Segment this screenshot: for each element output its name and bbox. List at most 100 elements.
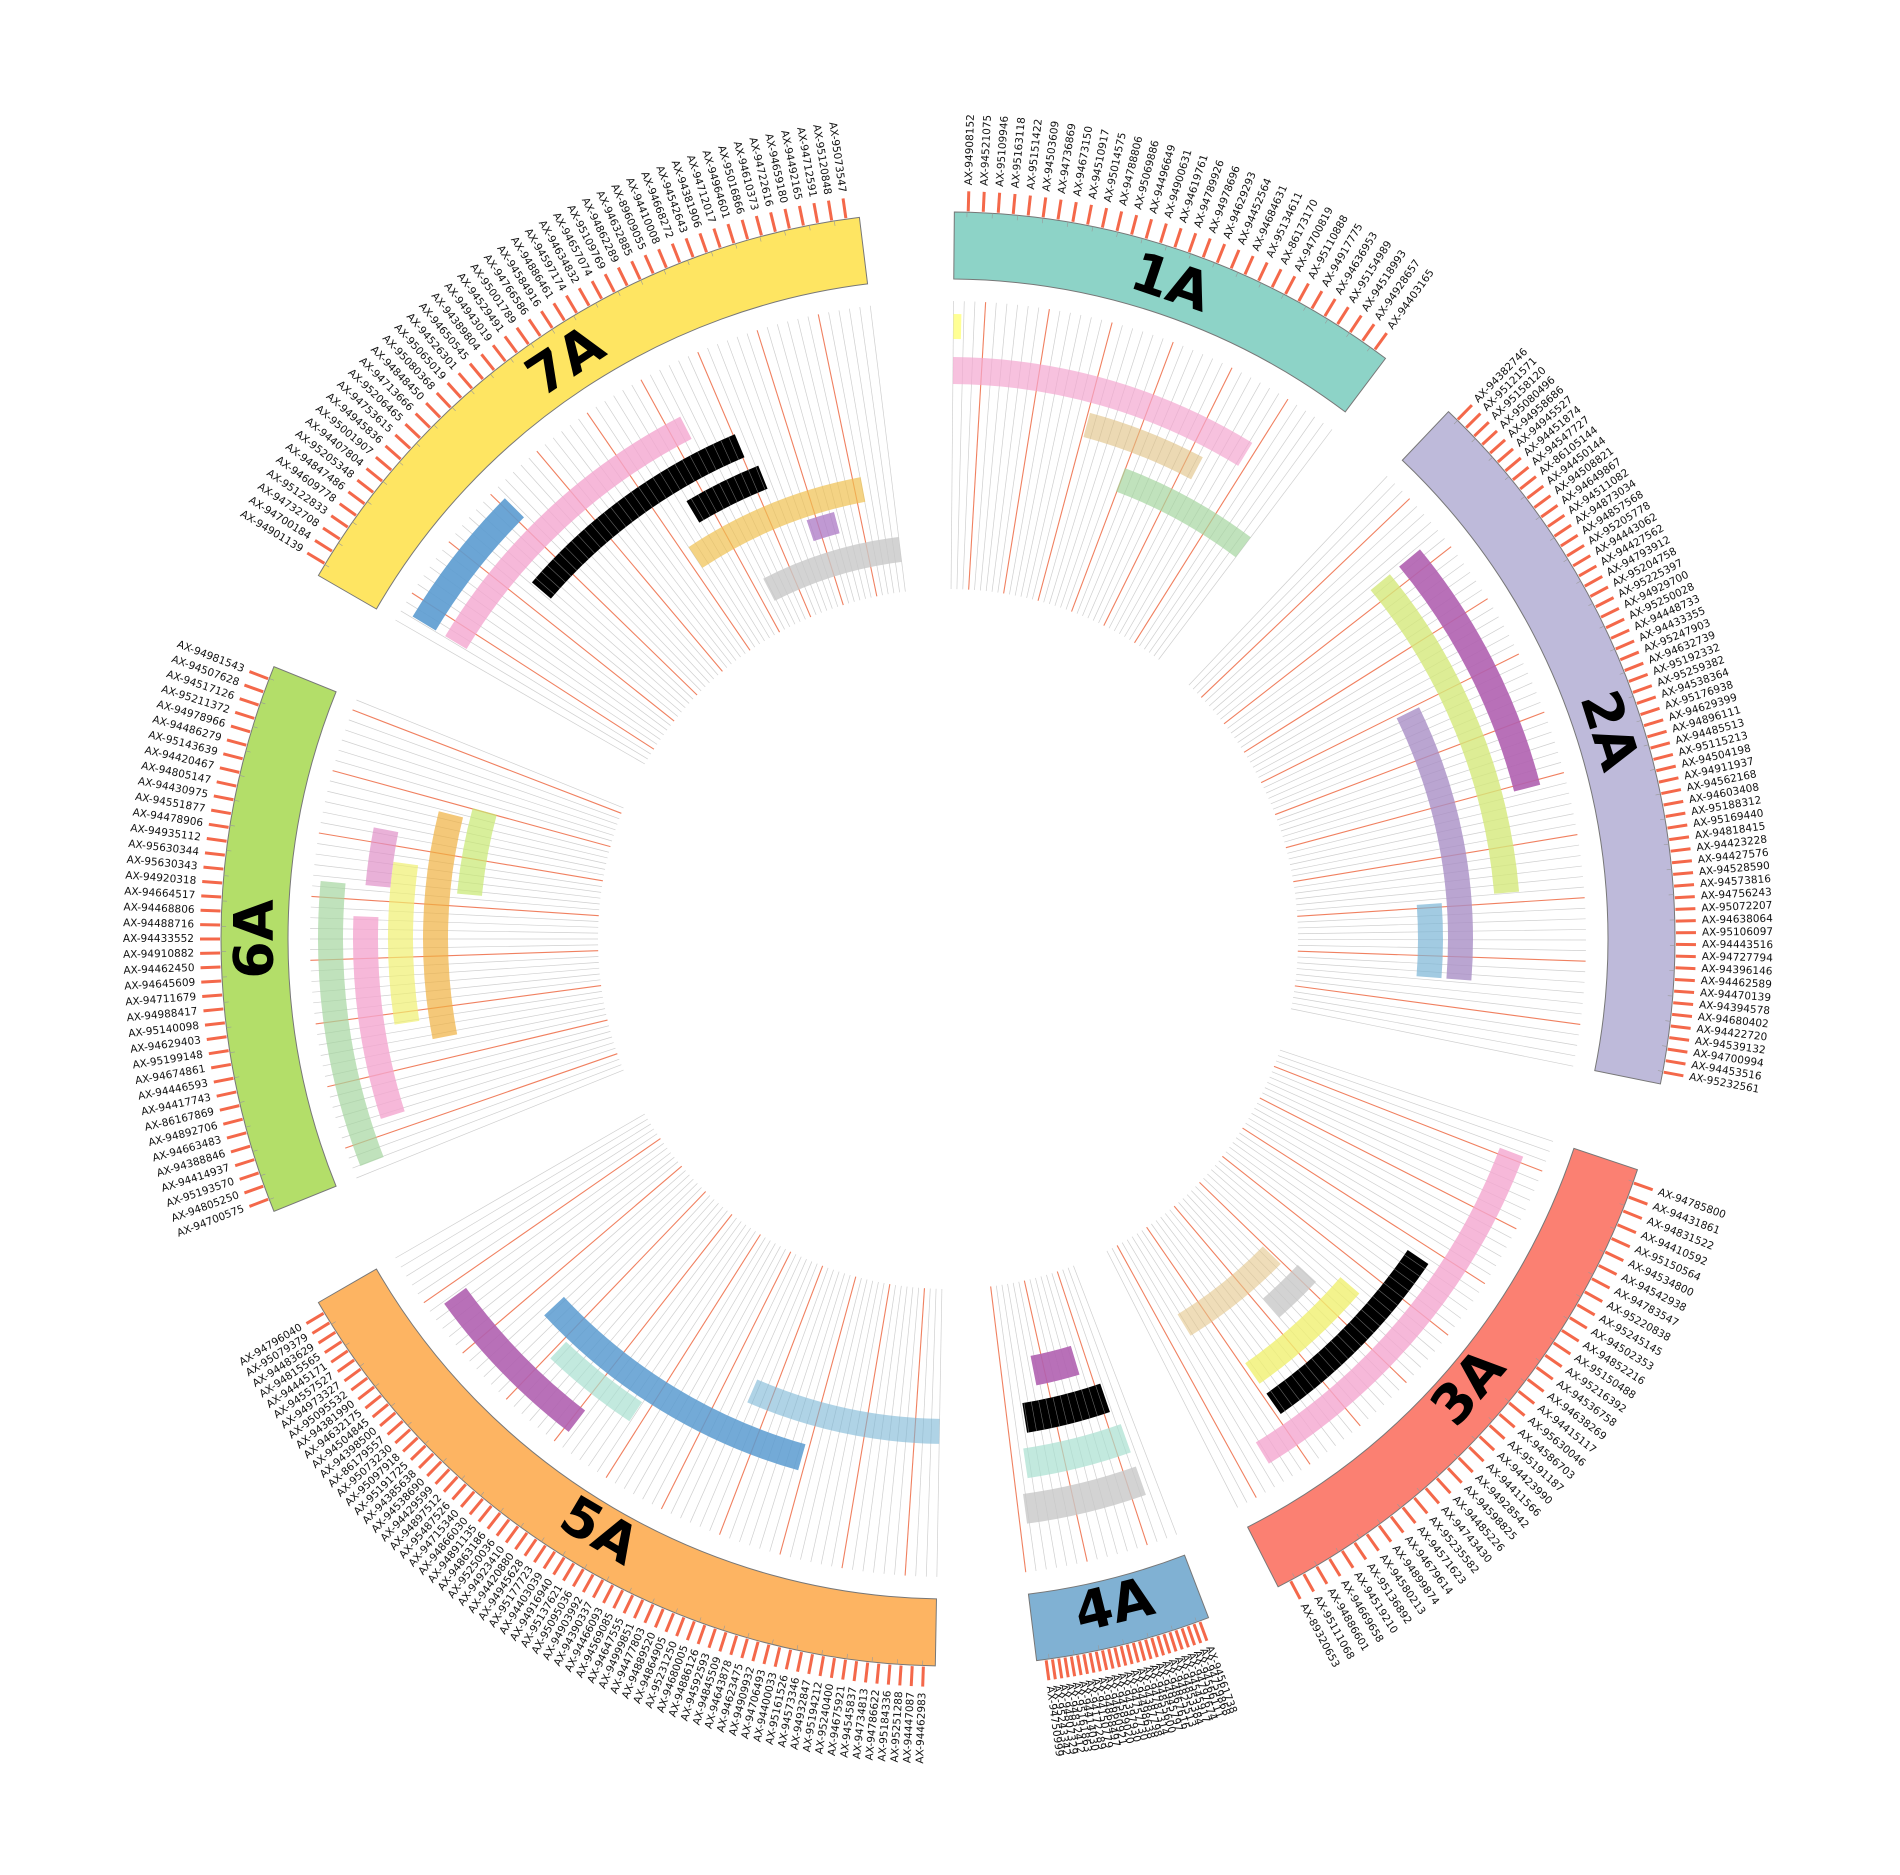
- track-grid-line: [1126, 1239, 1275, 1488]
- marker-tick: [1328, 1558, 1342, 1577]
- marker-label: AX-94433552: [123, 933, 194, 945]
- marker-tick: [356, 478, 375, 494]
- track-grid-line: [578, 418, 746, 654]
- scale-tick: [416, 442, 421, 447]
- track-grid-line: [1296, 973, 1583, 1004]
- marker-tick: [1671, 1012, 1693, 1018]
- marker-tick: [364, 1394, 382, 1410]
- marker-tick: [1377, 1524, 1393, 1543]
- marker-tick: [210, 808, 232, 816]
- band-divider: [690, 498, 704, 521]
- scale-tick: [1563, 558, 1569, 563]
- scale-tick: [1194, 1617, 1197, 1623]
- marker-tick: [552, 1556, 566, 1576]
- marker-tick: [1257, 261, 1269, 282]
- marker-tick: [841, 1659, 848, 1680]
- marker-tick: [643, 1603, 655, 1624]
- marker-tick: [1600, 607, 1620, 619]
- marker-tick: [1552, 1341, 1572, 1356]
- scale-tick: [1335, 1547, 1339, 1553]
- marker-tick: [1589, 585, 1609, 598]
- band-divider: [583, 529, 601, 549]
- track-band: [317, 881, 384, 1167]
- marker-tick: [330, 514, 349, 529]
- marker-tick: [829, 1657, 836, 1679]
- marker-label: AX-94756243: [1700, 886, 1772, 902]
- band-divider: [1372, 1296, 1393, 1313]
- track-band: [953, 314, 962, 340]
- marker-tick: [1675, 966, 1696, 971]
- chromosome-ring: [1401, 410, 1676, 1085]
- scale-tick: [1041, 218, 1044, 224]
- band-divider: [689, 455, 702, 478]
- track-grid-line: [341, 739, 616, 831]
- marker-tick: [1663, 799, 1684, 807]
- marker-tick: [503, 335, 518, 354]
- track-band: [388, 861, 420, 1025]
- track-grid-line: [327, 790, 608, 859]
- marker-tick: [921, 1666, 925, 1687]
- track-grid-line: [562, 1217, 737, 1448]
- track-grid-line: [1294, 844, 1580, 888]
- track-grid-line: [317, 843, 602, 887]
- scale-tick: [1655, 793, 1661, 796]
- marker-tick: [1341, 1550, 1355, 1569]
- track-grid-line: [423, 575, 661, 740]
- marker-tick: [230, 1144, 251, 1154]
- scale-tick: [1504, 476, 1510, 480]
- scale-tick: [345, 1342, 350, 1346]
- marker-tick: [1056, 199, 1063, 220]
- marker-tick: [1610, 628, 1630, 640]
- track-grid-line: [979, 303, 1008, 591]
- band-divider: [1270, 1390, 1286, 1412]
- track-grid-line: [329, 780, 610, 853]
- scale-tick: [699, 1617, 702, 1623]
- scale-tick: [1188, 253, 1191, 259]
- track-grid-line: [505, 1191, 707, 1400]
- track-band: [747, 1379, 940, 1444]
- scale-tick: [1609, 648, 1615, 652]
- marker-tick: [219, 766, 240, 774]
- marker-tick: [202, 993, 223, 999]
- marker-tick: [434, 1468, 451, 1485]
- scale-tick: [442, 1458, 447, 1463]
- track-grid-line: [623, 1240, 771, 1489]
- marker-label: AX-94573816: [1700, 873, 1772, 890]
- marker-tick: [1633, 1181, 1654, 1192]
- scale-tick: [239, 775, 245, 777]
- track-band: [686, 465, 768, 523]
- scale-tick: [1048, 1653, 1050, 1659]
- track-grid-line: [529, 1203, 719, 1421]
- marker-tick: [1511, 466, 1530, 481]
- marker-tick: [852, 1661, 859, 1682]
- band-divider: [697, 494, 711, 517]
- track-grid-line: [448, 541, 675, 722]
- marker-tick: [577, 287, 591, 307]
- marker-tick: [208, 1049, 229, 1056]
- marker-tick: [1665, 1059, 1686, 1066]
- marker-tick: [1498, 1413, 1516, 1429]
- marker-tick: [784, 1649, 793, 1670]
- scale-tick: [1258, 282, 1262, 288]
- track-grid-line: [1106, 1250, 1238, 1508]
- marker-tick: [1632, 684, 1653, 694]
- track-band: [531, 434, 745, 599]
- marker-tick: [572, 1568, 585, 1588]
- track-grid-line: [345, 1053, 618, 1149]
- band-divider: [1336, 1334, 1355, 1353]
- marker-tick: [1119, 1645, 1128, 1666]
- marker-label: AX-94711679: [125, 991, 197, 1008]
- scale-tick: [1599, 1249, 1605, 1253]
- marker-tick: [204, 1021, 226, 1027]
- scale-tick: [584, 1564, 588, 1569]
- scale-tick: [846, 1653, 848, 1659]
- track-grid-line: [322, 811, 606, 870]
- scale-tick: [252, 1149, 258, 1152]
- scale-tick: [480, 1491, 485, 1497]
- chromosome-ring: [1246, 1147, 1639, 1588]
- marker-tick: [696, 1624, 707, 1645]
- track-grid-line: [429, 566, 664, 736]
- track-grid-line: [1009, 310, 1061, 595]
- marker-tick: [1478, 1435, 1496, 1452]
